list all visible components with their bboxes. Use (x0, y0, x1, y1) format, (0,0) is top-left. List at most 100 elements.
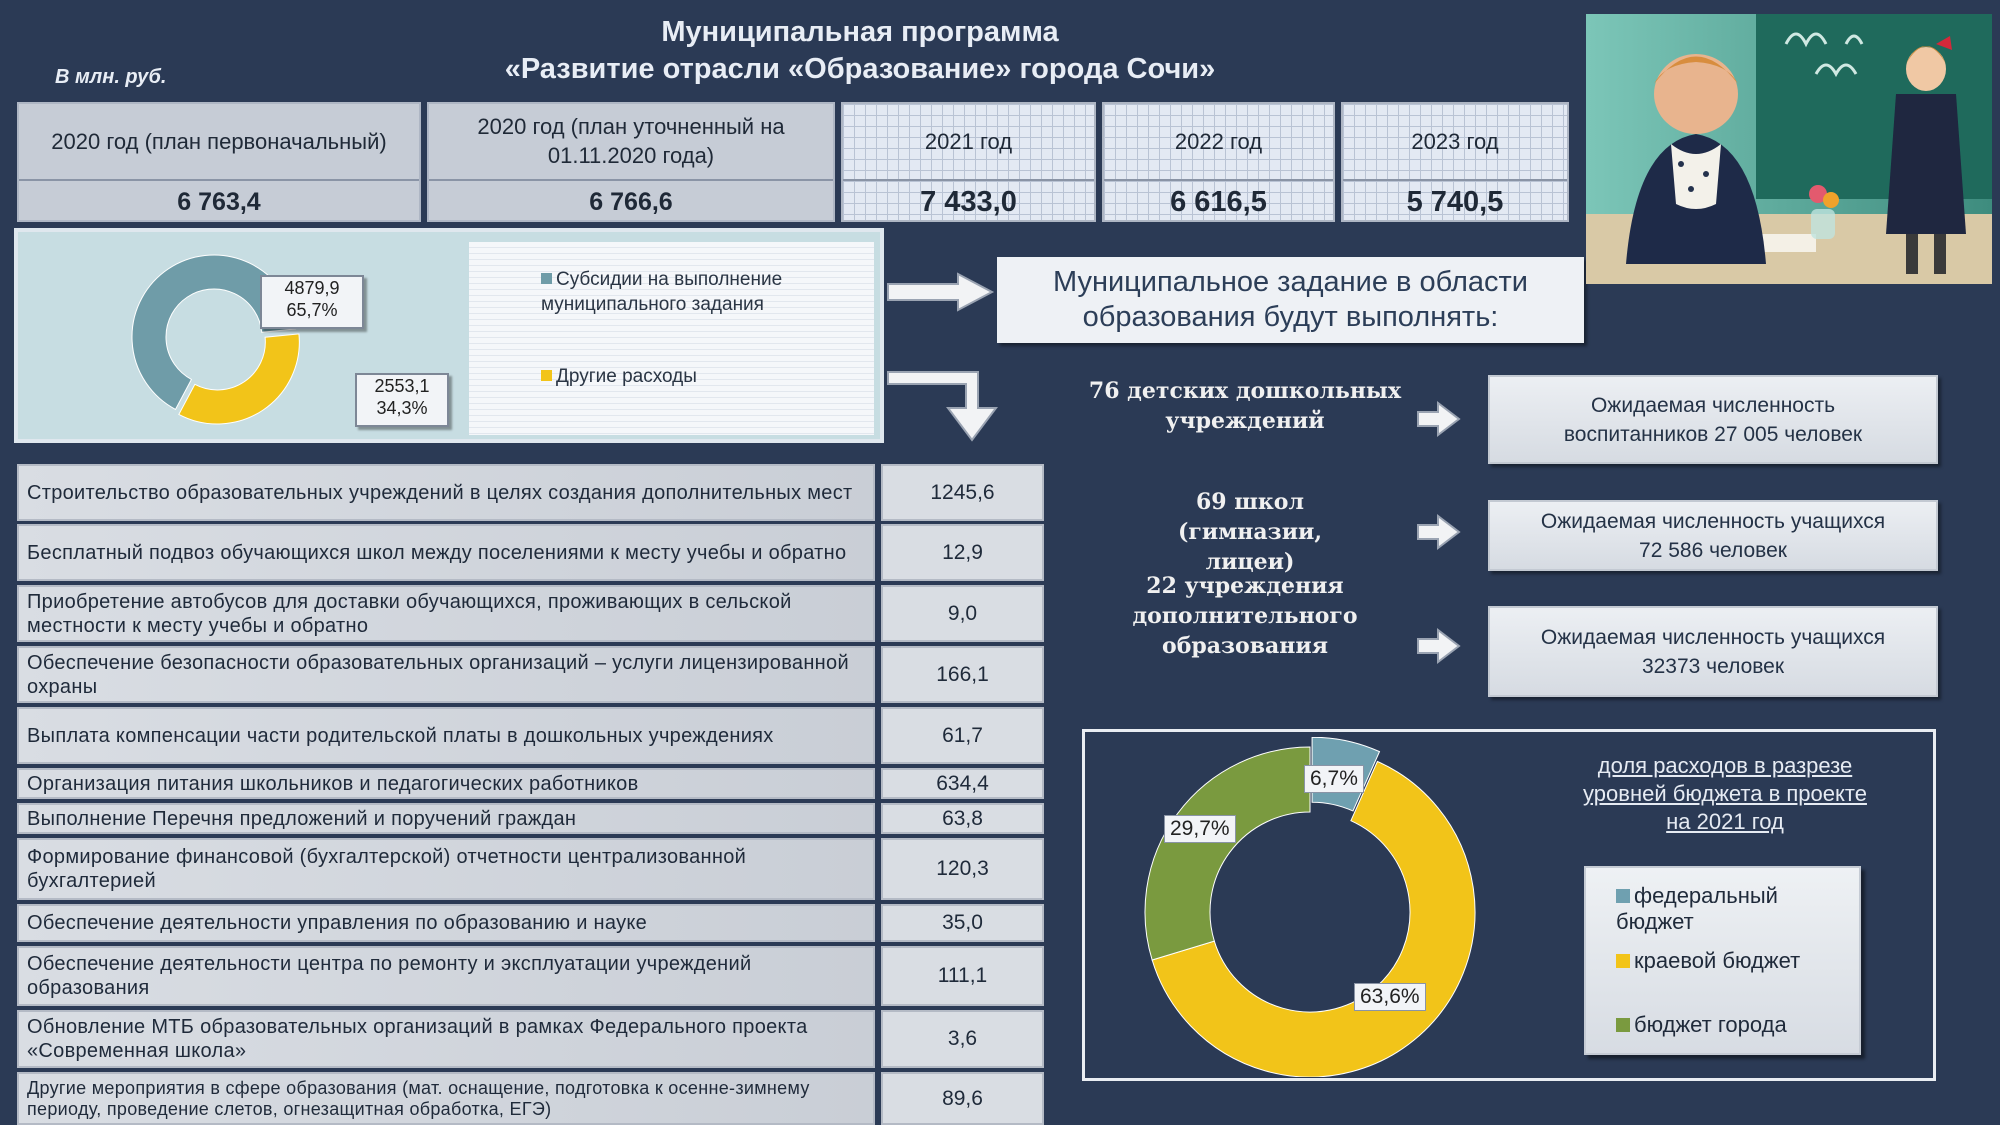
classroom-picture-icon (1586, 14, 1992, 284)
subsidies-chart-panel: 4879,9 65,7% 2553,1 34,3% Субсидии на вы… (14, 228, 884, 443)
legend-swatch (1616, 889, 1630, 903)
row-label: Выполнение Перечня предложений и поручен… (17, 803, 875, 834)
year-cell-2020-initial: 2020 год (план первоначальный) 6 763,4 (17, 102, 421, 222)
legend-label: Субсидии на выполнение муниципального за… (541, 269, 783, 315)
row-label: Организация питания школьников и педагог… (17, 768, 875, 799)
legend-item-subsidies: Субсидии на выполнение муниципального за… (541, 267, 874, 317)
institution-preschool: 76 детских дошкольных учреждений (1088, 378, 1402, 434)
divider (429, 179, 833, 181)
row-value: 111,1 (881, 946, 1044, 1006)
pct-label-regional: 63,6% (1354, 983, 1426, 1011)
year-label: 2020 год (план первоначальный) (51, 128, 387, 154)
budget-levels-panel: 6,7% 29,7% 63,6% доля расходов в разрезе… (1082, 729, 1936, 1081)
legend-item-regional: краевой бюджет (1616, 948, 1800, 974)
year-cell-2020-updated: 2020 год (план уточненный на 01.11.2020 … (427, 102, 835, 222)
row-value: 12,9 (881, 524, 1044, 581)
row-value: 1245,6 (881, 464, 1044, 521)
callout-subsidies: 4879,9 65,7% (260, 275, 364, 329)
table-row: Приобретение автобусов для доставки обуч… (17, 585, 1044, 642)
row-value: 3,6 (881, 1010, 1044, 1068)
year-cell-2022: 2022 год 6 616,5 (1102, 102, 1335, 222)
arrow-right-icon (887, 272, 995, 312)
legend-label: федеральный бюджет (1616, 883, 1778, 934)
legend-swatch (1616, 1018, 1630, 1032)
expected-schools-box: Ожидаемая численность учащихся 72 586 че… (1488, 500, 1938, 571)
budget-chart-title: доля расходов в разрезе уровней бюджета … (1583, 753, 1867, 834)
callout-value: 4879,9 (284, 278, 340, 298)
municipal-task-box: Муниципальное задание в области образова… (997, 257, 1584, 343)
row-label: Формирование финансовой (бухгалтерской) … (17, 838, 875, 900)
title-line-2: «Развитие отрасли «Образование» города С… (504, 53, 1216, 85)
expected-additional-box: Ожидаемая численность учащихся 32373 чел… (1488, 606, 1938, 697)
table-row: Формирование финансовой (бухгалтерской) … (17, 838, 1044, 900)
table-row: Строительство образовательных учреждений… (17, 464, 1044, 521)
year-label: 2022 год (1174, 128, 1263, 154)
year-label: 2020 год (план уточненный на 01.11.2020 … (477, 114, 785, 168)
table-row: Бесплатный подвоз обучающихся школ между… (17, 524, 1044, 581)
row-label: Обеспечение безопасности образовательных… (17, 646, 875, 703)
pct-label-city: 29,7% (1164, 815, 1236, 843)
year-value: 5 740,5 (1406, 185, 1504, 218)
row-value: 9,0 (881, 585, 1044, 642)
donut-slice-1 (178, 333, 300, 425)
legend-label: бюджет города (1634, 1012, 1787, 1037)
legend-item-city: бюджет города (1616, 1012, 1787, 1038)
row-label: Бесплатный подвоз обучающихся школ между… (17, 524, 875, 581)
row-value: 634,4 (881, 768, 1044, 799)
row-value: 166,1 (881, 646, 1044, 703)
arrow-right-icon (1417, 627, 1461, 665)
divider (1104, 179, 1333, 181)
institution-schools: 69 школ (гимназии, лицеи) (1177, 489, 1322, 575)
row-label: Приобретение автобусов для доставки обуч… (17, 585, 875, 642)
page-title: Муниципальная программа «Развитие отрасл… (360, 14, 1360, 88)
year-value: 6 763,4 (177, 187, 261, 216)
table-row: Обновление МТБ образовательных организац… (17, 1010, 1044, 1068)
year-value: 7 433,0 (920, 185, 1017, 218)
unit-label: В млн. руб. (55, 66, 167, 88)
legend-item-federal: федеральный бюджет (1616, 883, 1859, 935)
row-label: Обеспечение деятельности управления по о… (17, 904, 875, 942)
year-table: 2020 год (план первоначальный) 6 763,4 2… (17, 102, 1569, 222)
table-row: Обеспечение деятельности центра по ремон… (17, 946, 1044, 1006)
divider (843, 179, 1094, 181)
table-row: Выполнение Перечня предложений и поручен… (17, 803, 1044, 834)
row-value: 35,0 (881, 904, 1044, 942)
divider (1343, 179, 1567, 181)
row-label: Обеспечение деятельности центра по ремон… (17, 946, 875, 1006)
legend-label: краевой бюджет (1634, 948, 1801, 973)
subsidies-legend: Субсидии на выполнение муниципального за… (469, 242, 874, 435)
callout-other: 2553,1 34,3% (355, 373, 449, 427)
table-row: Обеспечение безопасности образовательных… (17, 646, 1044, 703)
table-row: Выплата компенсации части родительской п… (17, 707, 1044, 764)
legend-item-other: Другие расходы (541, 364, 697, 389)
row-label: Обновление МТБ образовательных организац… (17, 1010, 875, 1068)
row-value: 89,6 (881, 1072, 1044, 1125)
table-row: Организация питания школьников и педагог… (17, 768, 1044, 799)
legend-label: Другие расходы (556, 366, 697, 387)
row-value: 61,7 (881, 707, 1044, 764)
row-value: 63,8 (881, 803, 1044, 834)
year-value: 6 616,5 (1170, 185, 1267, 218)
divider (19, 179, 419, 181)
row-label: Строительство образовательных учреждений… (17, 464, 875, 521)
donut-slice-2 (1144, 746, 1311, 961)
arrow-right-icon (1417, 513, 1461, 551)
legend-swatch (541, 370, 552, 381)
expected-preschool-box: Ожидаемая численность воспитанников 27 0… (1488, 375, 1938, 464)
callout-value: 2553,1 (374, 376, 430, 396)
row-value: 120,3 (881, 838, 1044, 900)
year-cell-2021: 2021 год 7 433,0 (841, 102, 1096, 222)
arrow-right-icon (1417, 400, 1461, 438)
teacher-illustration (1586, 14, 1992, 284)
title-line-1: Муниципальная программа (661, 16, 1059, 48)
year-label: 2023 год (1411, 128, 1499, 154)
table-row: Другие мероприятия в сфере образования (… (17, 1072, 1044, 1125)
subsidies-donut-chart (131, 254, 300, 425)
year-cell-2023: 2023 год 5 740,5 (1341, 102, 1569, 222)
row-label: Выплата компенсации части родительской п… (17, 707, 875, 764)
year-label: 2021 год (924, 128, 1013, 154)
legend-swatch (1616, 954, 1630, 968)
budget-legend: федеральный бюджет краевой бюджет бюджет… (1584, 866, 1861, 1055)
row-label: Другие мероприятия в сфере образования (… (17, 1072, 875, 1125)
pct-label-federal: 6,7% (1304, 765, 1364, 793)
